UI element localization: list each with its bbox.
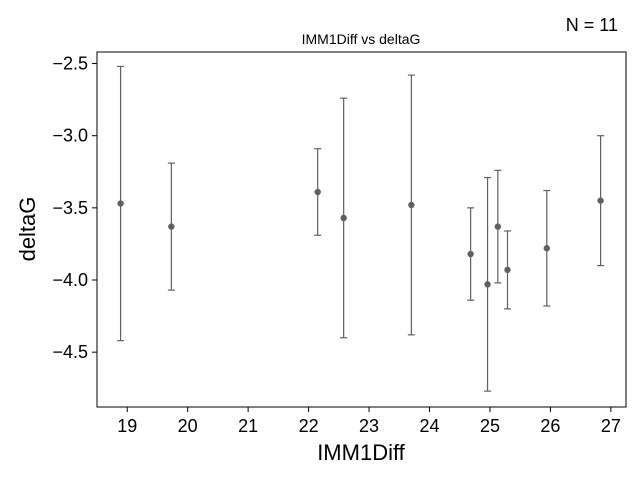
y-axis-label: deltaG (15, 197, 40, 262)
data-point-group (314, 148, 322, 236)
data-point-group (543, 189, 551, 307)
data-point-group (494, 169, 502, 284)
data-point-group (504, 230, 512, 310)
y-tick-label: −3.0 (52, 126, 88, 146)
data-point (467, 250, 474, 258)
x-tick-label: 27 (601, 416, 621, 436)
data-point (504, 266, 511, 274)
chart-title: IMM1Diff vs deltaG (302, 31, 421, 47)
x-tick-label: 22 (299, 416, 319, 436)
x-tick-label: 23 (359, 416, 379, 436)
plot-area (96, 51, 627, 408)
data-point-group (407, 74, 415, 336)
data-marks (117, 65, 605, 392)
data-point-group (117, 65, 125, 342)
y-tick-label: −4.0 (52, 270, 88, 290)
data-point (314, 188, 321, 196)
data-point-group (167, 162, 175, 291)
data-point-group (484, 176, 492, 392)
data-point-group (340, 97, 348, 339)
data-point (543, 245, 551, 252)
y-tick-label: −3.5 (52, 198, 88, 218)
plot-frame (96, 51, 627, 408)
data-point (494, 223, 502, 230)
x-tick-label: 26 (540, 416, 560, 436)
x-tick-label: 24 (419, 416, 439, 436)
x-axis: 19 20 21 22 23 24 25 26 27 (117, 407, 621, 436)
data-point-group (597, 135, 605, 267)
sample-count-annotation: N = 11 (566, 15, 618, 35)
data-point (408, 201, 415, 209)
x-axis-label: IMM1Diff (317, 440, 405, 465)
data-point (484, 281, 491, 288)
x-tick-label: 20 (178, 416, 198, 436)
data-point (117, 200, 124, 207)
data-point (340, 214, 347, 222)
x-tick-label: 19 (117, 416, 137, 436)
data-point-group (467, 207, 475, 301)
y-tick-label: −2.5 (52, 54, 88, 74)
data-point (168, 223, 175, 230)
y-axis: −2.5 −3.0 −3.5 −4.0 −4.5 (52, 54, 97, 362)
x-tick-label: 25 (480, 416, 500, 436)
y-tick-label: −4.5 (52, 342, 88, 362)
x-tick-label: 21 (238, 416, 258, 436)
data-point (597, 197, 604, 204)
